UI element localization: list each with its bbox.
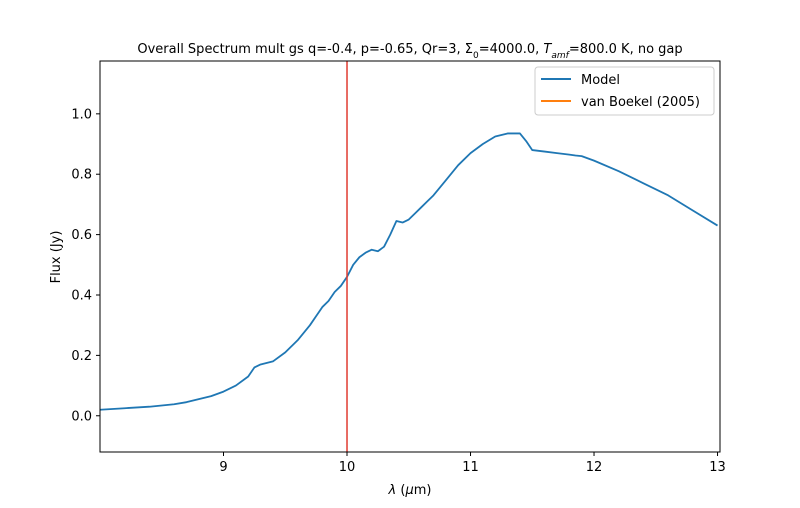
x-axis-label-rest: ( <box>396 483 405 498</box>
chart-title-t-main: T <box>543 42 552 57</box>
legend-box <box>534 66 715 116</box>
x-axis-label-lambda: λ <box>388 483 397 498</box>
legend-label-van-boekel: van Boekel (2005) <box>581 95 700 110</box>
x-tick-label: 12 <box>586 460 603 475</box>
y-tick-label: 0.6 <box>71 228 92 243</box>
x-tick-label: 11 <box>462 460 479 475</box>
y-tick-label: 0.2 <box>71 349 92 364</box>
y-tick-label: 0.0 <box>71 409 92 424</box>
plot-border <box>99 60 721 453</box>
y-axis-label: Flux (Jy) <box>49 231 64 284</box>
x-tick-label: 9 <box>219 460 227 475</box>
y-tick-label: 1.0 <box>71 107 92 122</box>
chart-title-t-sub: amf <box>551 51 570 61</box>
series-line-0 <box>99 132 718 411</box>
y-ticks: 0.0 0.2 0.4 0.6 0.8 1.0 <box>71 107 100 424</box>
chart-title-sigma-sub: 0 <box>473 51 479 61</box>
legend: Model van Boekel (2005) <box>534 66 715 116</box>
x-axis-label: λ (μm) <box>388 483 432 498</box>
y-tick-label: 0.8 <box>71 168 92 183</box>
chart-title-suffix: =800.0 K, no gap <box>569 42 683 57</box>
x-axis-label-mu: μ <box>404 483 413 498</box>
chart-title-prefix: Overall Spectrum mult gs q=-0.4, p=-0.65… <box>137 42 473 57</box>
y-tick-label: 0.4 <box>71 288 92 303</box>
x-tick-label: 13 <box>709 460 726 475</box>
plot-frame <box>100 61 720 452</box>
chart-title-mid: =4000.0, <box>479 42 544 57</box>
legend-label-model: Model <box>581 73 620 88</box>
x-ticks: 9 10 11 12 13 <box>219 452 726 475</box>
x-tick-label: 10 <box>339 460 356 475</box>
chart-title: Overall Spectrum mult gs q=-0.4, p=-0.65… <box>137 42 682 61</box>
x-axis-label-unit: m) <box>414 483 432 498</box>
plot-area: 9 10 11 12 13 0.0 0.2 0.4 0.6 0.8 1.0 <box>71 60 726 475</box>
series-layer <box>99 132 718 411</box>
